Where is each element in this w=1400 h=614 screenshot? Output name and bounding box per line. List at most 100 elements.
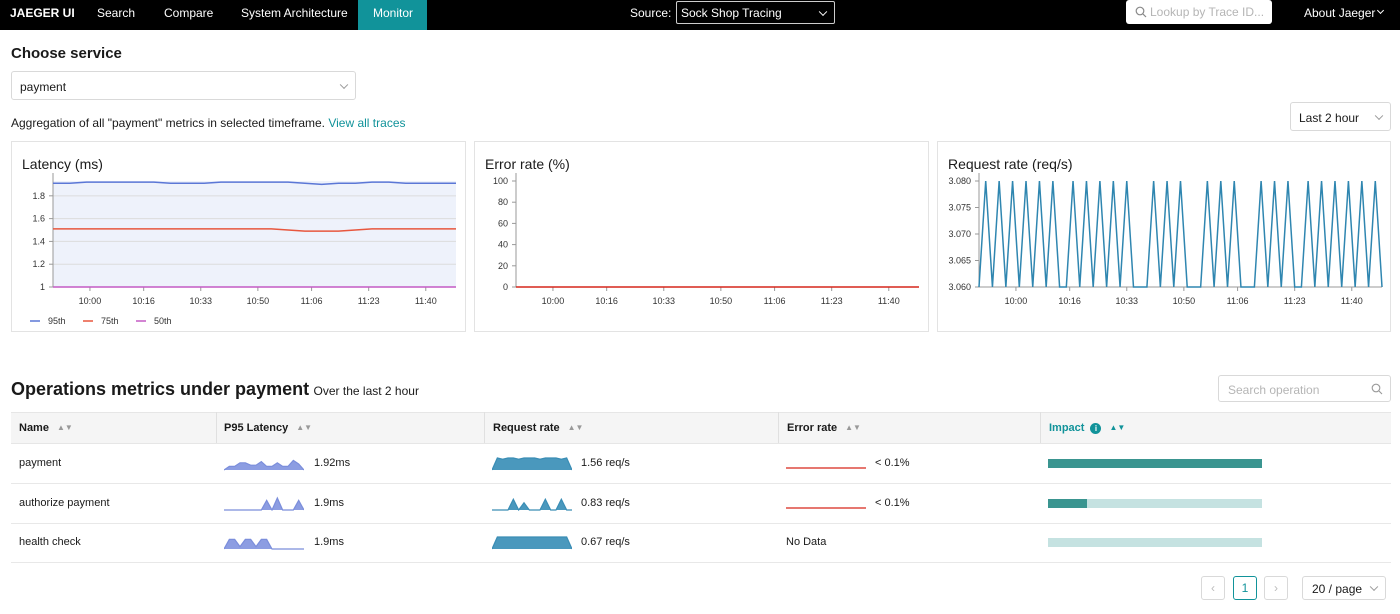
y-tick-label: 3.065	[948, 256, 971, 266]
service-value: payment	[20, 80, 67, 94]
impact-bar	[1048, 498, 1087, 508]
timeframe-select[interactable]: Last 2 hour	[1290, 102, 1391, 131]
divider	[484, 412, 485, 444]
x-tick-label: 11:40	[1341, 296, 1363, 306]
x-tick-label: 10:00	[79, 296, 102, 306]
y-tick-label: 1.2	[32, 259, 45, 269]
view-traces-link[interactable]: View all traces	[328, 116, 406, 130]
column-header[interactable]: Impact i ▲▼	[1049, 422, 1126, 434]
sparkline-line	[492, 536, 572, 550]
error-rate-value: < 0.1%	[875, 496, 910, 509]
chart-panel: Latency (ms) 1 1.2 1.4 1.6 1.8 10:00 10:16 10:3…	[11, 141, 466, 332]
search-icon	[1371, 383, 1383, 395]
sparkline	[786, 467, 866, 469]
about[interactable]: About Jaeger	[1304, 6, 1376, 20]
y-tick-label: 1.8	[32, 191, 45, 201]
sparkline	[224, 496, 304, 511]
y-tick-label: 3.075	[948, 203, 971, 213]
sparkline-line	[224, 459, 304, 471]
x-tick-label: 11:23	[821, 296, 843, 306]
table-row: health check 1.9ms 0.67 req/s No Data	[11, 523, 1391, 564]
request-rate-value: 0.67 req/s	[581, 536, 630, 549]
x-tick-label: 11:06	[764, 296, 786, 306]
impact-track	[1048, 498, 1262, 508]
x-tick-label: 10:16	[595, 296, 618, 306]
sparkline-line	[224, 496, 304, 511]
y-tick-label: 80	[498, 197, 508, 207]
next-page[interactable]: ›	[1264, 576, 1288, 600]
operations-heading-wrap: Operations metrics under payment Over th…	[11, 379, 419, 400]
column-label: Request rate	[493, 422, 560, 434]
y-tick-label: 20	[498, 261, 508, 271]
series-line	[978, 180, 1383, 288]
x-tick-label: 11:23	[1284, 296, 1306, 306]
series-line	[53, 228, 456, 232]
y-tick-label: 1.4	[32, 236, 45, 246]
request-rate-value: 0.83 req/s	[581, 496, 630, 509]
service-select[interactable]: payment	[11, 71, 356, 100]
request-rate-value: 1.56 req/s	[581, 457, 630, 469]
column-label: Impact	[1049, 422, 1085, 434]
operations-heading: Operations metrics under payment	[11, 379, 310, 399]
caret	[1374, 111, 1384, 120]
impact-track	[1048, 538, 1262, 548]
sparkline	[786, 506, 866, 509]
operation-name: authorize payment	[19, 496, 110, 509]
divider	[778, 412, 779, 444]
chart: 3.060 3.065 3.070 3.075 3.080 10:00 10:16 10:33…	[948, 173, 1383, 306]
page-size: 20 / page	[1312, 582, 1363, 596]
y-tick-label: 100	[493, 176, 508, 186]
legend-label: 95th	[48, 316, 66, 326]
column-label: P95 Latency	[224, 422, 289, 434]
nav-item[interactable]: Compare	[164, 6, 214, 20]
column-header[interactable]: Name ▲▼	[19, 422, 73, 434]
x-tick-label: 10:00	[1005, 296, 1028, 306]
sparkline	[224, 459, 304, 471]
x-tick-label: 10:50	[710, 296, 733, 306]
service-heading: Choose service	[11, 45, 122, 62]
source-select[interactable]: Sock Shop Tracing	[676, 1, 835, 24]
aggregation-text: Aggregation of all "payment" metrics in …	[11, 116, 325, 130]
timeframe-value: Last 2 hour	[1299, 111, 1360, 125]
placeholder: Search operation	[1228, 383, 1320, 397]
x-tick-label: 10:50	[1173, 296, 1196, 306]
column-header[interactable]: P95 Latency ▲▼	[224, 422, 313, 434]
divider	[216, 412, 217, 444]
chart-title: Error rate (%)	[485, 156, 570, 172]
column-label: Error rate	[787, 422, 838, 434]
info-icon[interactable]: i	[1090, 422, 1102, 434]
x-tick-label: 11:40	[415, 296, 437, 306]
column-header[interactable]: Error rate ▲▼	[787, 422, 861, 434]
y-tick-label: 0	[503, 282, 508, 292]
chart-panel: Request rate (req/s) 3.060 3.065 3.070 3.07…	[937, 141, 1391, 332]
sparkline	[492, 536, 572, 550]
column-header[interactable]: Request rate ▲▼	[493, 422, 584, 434]
prev-page[interactable]: ‹	[1201, 576, 1225, 600]
nav-item[interactable]: Monitor	[373, 6, 414, 20]
page-number[interactable]: 1	[1233, 576, 1257, 600]
nav-item[interactable]: System Architecture	[241, 6, 348, 20]
operation-search[interactable]: Search operation	[1218, 375, 1391, 402]
brand[interactable]: JAEGER UI	[10, 6, 75, 20]
error-rate-value: < 0.1%	[875, 457, 910, 469]
x-tick-label: 10:33	[190, 296, 213, 306]
x-tick-label: 10:33	[1116, 296, 1139, 306]
operations-subheading: Over the last 2 hour	[313, 384, 419, 398]
x-tick-label: 10:16	[132, 296, 155, 306]
trace-search[interactable]: Lookup by Trace ID...	[1126, 0, 1272, 24]
caret	[818, 7, 828, 16]
nav-item[interactable]: Search	[97, 6, 136, 20]
impact-bar	[1048, 459, 1262, 468]
page-size-select[interactable]: 20 / page	[1302, 576, 1386, 600]
caret	[339, 80, 349, 89]
chart-title: Latency (ms)	[22, 156, 103, 172]
active-tab[interactable]	[358, 0, 427, 30]
x-tick-label: 11:23	[358, 296, 380, 306]
x-tick-label: 10:50	[247, 296, 270, 306]
chart: 0 20 40 60 80 100 10:00 10:16 10:33 10:50 11:06 11:…	[493, 173, 919, 306]
chart-panel: Error rate (%) 0 20 40 60 80 100 10:00 10:16 10:…	[474, 141, 929, 332]
sparkline-line	[224, 538, 304, 550]
sparkline-line	[492, 457, 572, 471]
caret	[1369, 582, 1379, 592]
